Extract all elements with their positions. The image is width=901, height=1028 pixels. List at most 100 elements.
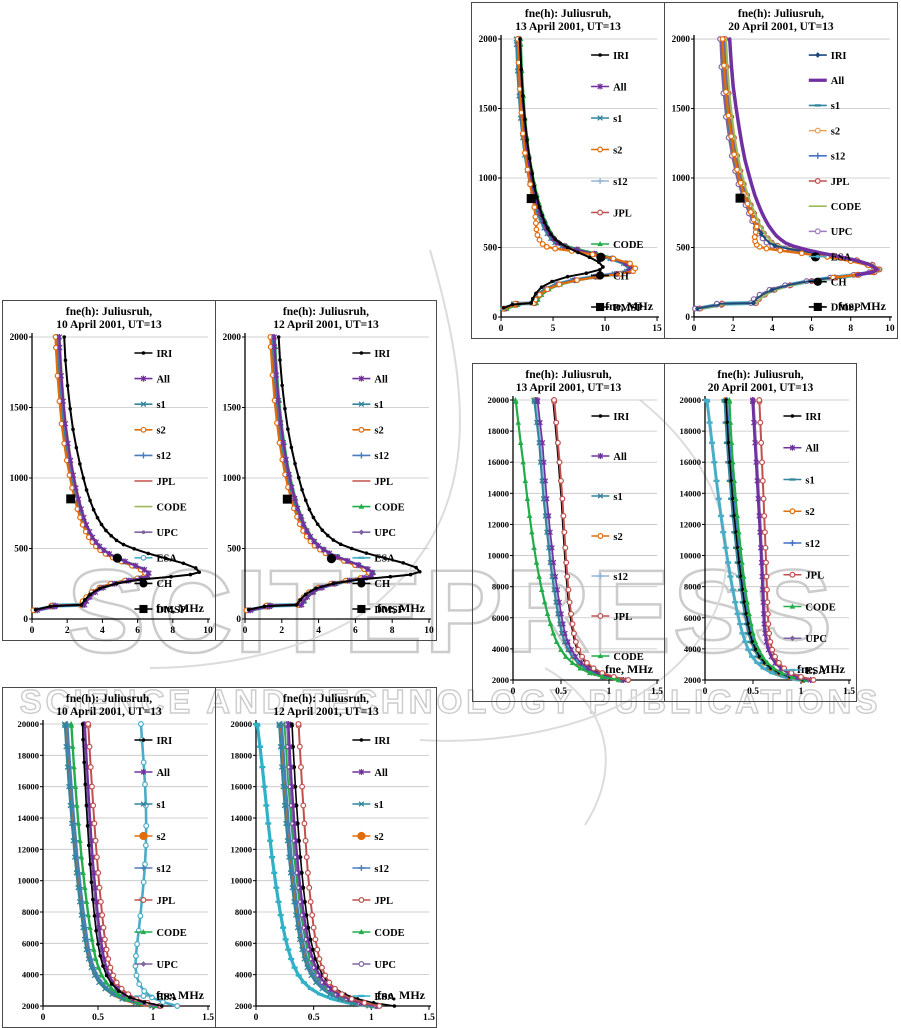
chart-title-line1: fne(h): Juliusruh, xyxy=(525,369,611,381)
marker-star xyxy=(534,397,540,403)
marker-circle xyxy=(767,638,774,645)
y-tick-label: 4000 xyxy=(22,970,39,980)
marker-star xyxy=(289,484,295,491)
marker-x xyxy=(64,764,71,770)
marker-circle xyxy=(763,573,770,580)
marker-dot xyxy=(291,744,295,749)
marker-dash xyxy=(745,648,752,651)
marker-star xyxy=(542,477,549,484)
marker-dot xyxy=(306,925,311,930)
marker-circle xyxy=(558,477,564,484)
marker-circle xyxy=(728,133,735,140)
marker-triangle xyxy=(739,559,745,565)
marker-triangle xyxy=(550,630,557,636)
marker-x xyxy=(96,979,102,986)
marker-triangle xyxy=(69,743,76,749)
marker-circle xyxy=(734,166,741,173)
x-tick-label: 1.5 xyxy=(843,687,855,697)
marker-triangle xyxy=(732,495,739,501)
marker-dot xyxy=(301,885,306,890)
marker-star xyxy=(67,457,74,464)
y-tick-label: 6000 xyxy=(235,938,252,948)
marker-dot xyxy=(598,267,602,272)
y-tick-label: 0 xyxy=(23,614,28,624)
marker-circle xyxy=(101,936,108,943)
marker-dot xyxy=(169,574,173,579)
marker-dot xyxy=(193,566,198,570)
marker-dot xyxy=(101,964,105,968)
marker-circle xyxy=(583,659,590,666)
marker-star xyxy=(293,837,299,844)
chart-12apr-2000-20000: fne(h): Juliusruh,12 April 2001, UT=13 20… xyxy=(231,693,436,1023)
legend-label-UPC: UPC xyxy=(374,528,396,539)
swoosh-arc xyxy=(419,399,728,742)
marker-star xyxy=(271,343,278,350)
marker-dot xyxy=(576,250,580,255)
legend-label-IRI: IRI xyxy=(613,412,629,423)
y-tick-label: 1000 xyxy=(479,173,498,183)
marker-x xyxy=(301,956,308,962)
marker-star xyxy=(57,344,63,351)
marker-triangle xyxy=(93,955,99,962)
y-tick-label: 2000 xyxy=(223,332,242,342)
marker-circle xyxy=(579,653,586,660)
marker-star xyxy=(759,586,766,593)
marker-dot xyxy=(303,498,308,503)
y-tick-label: 16000 xyxy=(231,782,252,792)
chart-panel-12apr-0-2000: fne(h): Juliusruh, 12 April 2001, UT=13 0 5… xyxy=(215,301,436,640)
marker-star xyxy=(554,586,561,593)
marker-dot xyxy=(286,427,290,431)
marker-bigdot xyxy=(326,554,337,564)
marker-star xyxy=(552,573,559,580)
marker-dash xyxy=(261,785,268,788)
marker-star xyxy=(751,419,757,426)
marker-dot xyxy=(540,213,544,218)
marker-star xyxy=(291,820,298,827)
marker-dot xyxy=(97,586,102,591)
marker-circle xyxy=(761,529,768,536)
legend-label-CODE: CODE xyxy=(374,502,404,513)
marker-triangle xyxy=(515,419,522,425)
marker-dot xyxy=(104,973,109,978)
y-tick-label: 16000 xyxy=(18,782,39,792)
marker-dot xyxy=(84,488,89,492)
marker-dot xyxy=(79,603,84,607)
marker-x xyxy=(73,870,80,876)
marker-triangle xyxy=(727,419,734,425)
y-tick-label: 14000 xyxy=(231,813,252,823)
marker-star xyxy=(753,459,759,466)
marker-triangle xyxy=(103,979,110,985)
marker-dash xyxy=(739,632,746,635)
marker-x xyxy=(597,115,603,121)
series-ESA xyxy=(33,335,150,613)
marker-bigsquare xyxy=(813,302,822,311)
marker-dash xyxy=(295,974,302,977)
marker-x xyxy=(61,722,68,729)
marker-star xyxy=(334,553,341,560)
marker-star xyxy=(290,802,297,809)
marker-dot xyxy=(320,528,325,532)
marker-circle xyxy=(810,677,817,683)
marker-dot xyxy=(790,414,795,418)
y-tick-label: 0 xyxy=(236,614,241,624)
marker-triangle xyxy=(78,854,85,860)
marker-dash xyxy=(345,1001,352,1005)
marker-dot xyxy=(280,383,284,388)
marker-circle xyxy=(764,599,771,606)
chart-title-line2: 20 April 2001, UT=13 xyxy=(728,21,834,33)
marker-circle xyxy=(572,638,579,645)
marker-star xyxy=(321,979,328,986)
legend-label-CH: CH xyxy=(374,579,390,590)
marker-dash xyxy=(253,722,260,726)
marker-bigdot xyxy=(357,579,366,588)
marker-circle xyxy=(118,985,125,992)
marker-dot xyxy=(542,220,547,225)
legend-label-CH: CH xyxy=(156,579,172,590)
legend-label-ESA: ESA xyxy=(156,992,177,1003)
y-tick-label: 16000 xyxy=(488,457,509,467)
marker-star xyxy=(568,646,575,653)
legend-label-s1: s1 xyxy=(805,475,814,486)
marker-circle xyxy=(348,996,355,1002)
legend-label-UPC: UPC xyxy=(805,634,827,645)
marker-star xyxy=(89,534,96,541)
